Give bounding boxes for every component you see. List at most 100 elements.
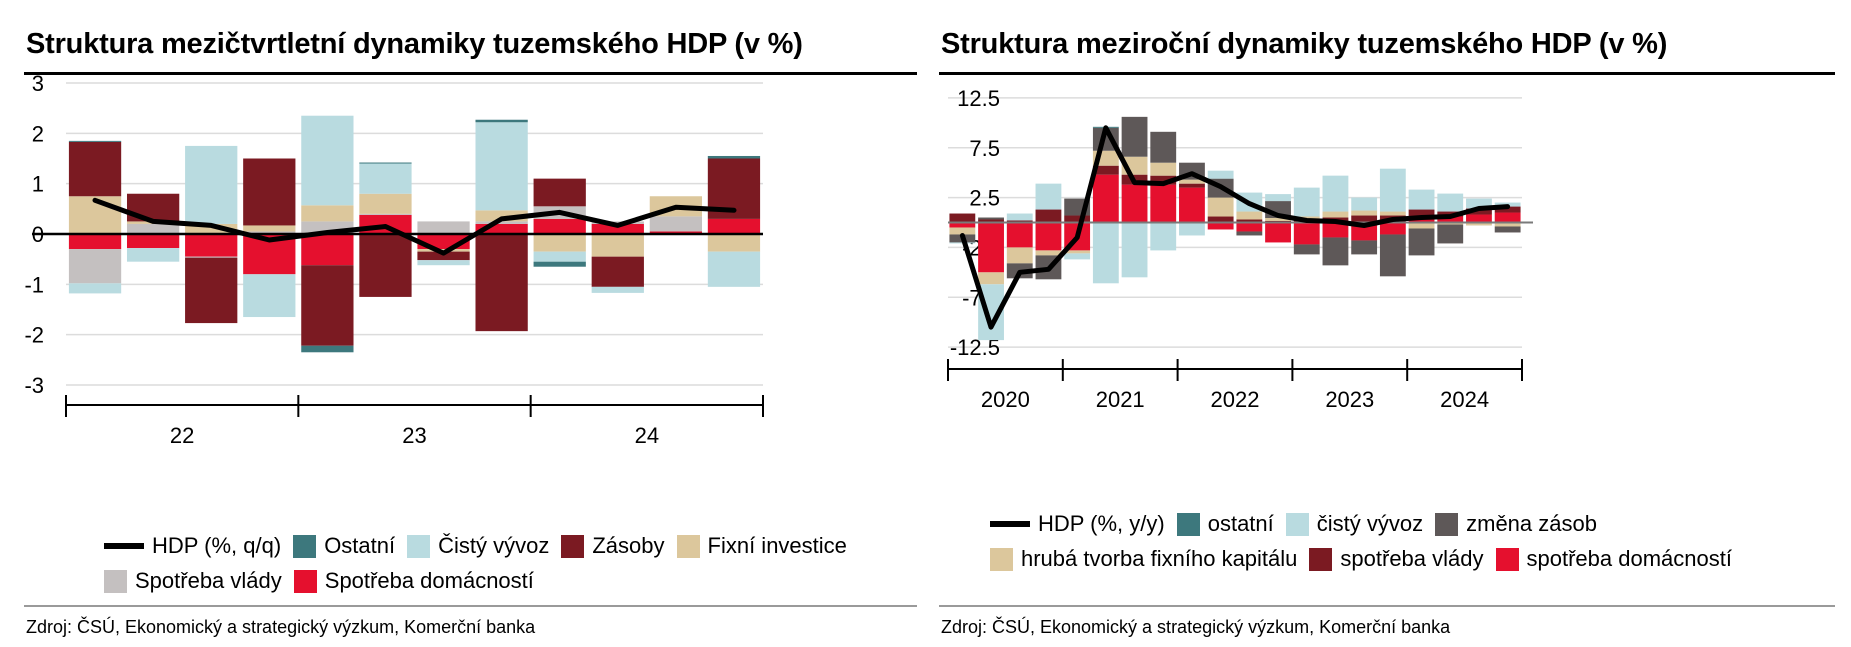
legend-item-hdp: HDP (%, q/q): [104, 533, 281, 559]
legend-label: spotřeba vlády: [1340, 546, 1484, 571]
yearly-gdp-chart: -12.5-7.5-2.52.57.512.520202021202220232…: [947, 86, 1533, 412]
quarterly-gdp-chart: -3-2-10123222324: [24, 71, 764, 448]
bar-segment-fixni: [1408, 222, 1435, 229]
bar-segment-vlady: [1179, 183, 1205, 188]
bar-segment-domacnosti: [707, 218, 761, 234]
title-rule: [24, 72, 917, 75]
bar-segment-vlady: [126, 223, 180, 234]
bar-segment-domacnosti: [1179, 187, 1205, 223]
bar-segment-zasoby: [243, 158, 296, 226]
bar-segment-vyvoz: [1006, 213, 1033, 221]
y-tick-label: 12.5: [957, 86, 1000, 111]
bar-segment-zasob: [1379, 234, 1406, 277]
y-tick-label: 2: [32, 121, 44, 146]
bar-segment-vyvoz: [1379, 168, 1406, 212]
bar-segment-fixni: [1236, 211, 1263, 220]
bar-segment-fixni: [1494, 222, 1521, 227]
bar-segment-fixni: [1351, 210, 1378, 216]
color-swatch: [407, 534, 431, 558]
legend-label: hrubá tvorba fixního kapitálu: [1021, 546, 1298, 571]
bar-segment-domacnosti: [1121, 184, 1148, 223]
bar-segment-fixni: [1265, 218, 1291, 222]
bar-segment-vlady: [1092, 165, 1119, 175]
chart-title: Struktura meziroční dynamiky tuzemského …: [941, 28, 1668, 60]
x-tick-label: 2020: [981, 387, 1030, 412]
bar-segment-domacnosti: [1150, 184, 1177, 223]
legend-label: Fixní investice: [707, 533, 847, 558]
bar-segment-zasob: [1293, 244, 1320, 255]
bar-segment-vlady: [978, 219, 1004, 223]
bar-segment-vlady: [475, 221, 528, 224]
bar-segment-fixni: [1179, 179, 1205, 184]
bar-segment-domacnosti: [1265, 222, 1291, 243]
bar-segment-domacnosti: [591, 223, 644, 234]
y-tick-label: 2.5: [969, 186, 1000, 211]
color-swatch: [1309, 547, 1333, 571]
y-tick-label: 3: [32, 71, 44, 96]
legend-label: Čistý vývoz: [438, 533, 550, 558]
bar-segment-zasob: [1408, 228, 1435, 256]
bar-segment-domacnosti: [1035, 222, 1062, 251]
bar-segment-vyvoz: [1322, 175, 1349, 212]
bar-segment-domacnosti: [533, 218, 586, 234]
bar-segment-domacnosti: [978, 222, 1004, 273]
legend-item-zasoby: Zásoby: [561, 533, 665, 559]
x-tick-label: 24: [635, 423, 659, 448]
source-note: Zdroj: ČSÚ, Ekonomický a strategický výz…: [26, 617, 536, 637]
bar-segment-domacnosti: [1006, 222, 1033, 248]
bar-segment-vlady: [1207, 216, 1234, 223]
line-swatch: [990, 521, 1030, 527]
legend-item-zasob: změna zásob: [1435, 511, 1597, 537]
bar-segment-vlady: [591, 221, 644, 224]
bar-segment-fixni: [1379, 211, 1406, 216]
bar-segment-vlady: [1064, 215, 1091, 223]
bar-segment-vlady: [1408, 209, 1435, 217]
x-tick-label: 2021: [1096, 387, 1145, 412]
legend-label: ostatní: [1207, 511, 1274, 536]
bar-segment-vlady: [1466, 208, 1492, 215]
bar-segment-vyvoz: [359, 163, 412, 194]
bar-segment-fixni: [1207, 197, 1234, 217]
color-swatch: [1435, 512, 1459, 536]
bar-segment-domacnosti: [475, 223, 528, 234]
bar-segment-zasob: [1322, 237, 1349, 266]
y-tick-label: -1: [24, 272, 44, 297]
bar-segment-vlady: [1494, 206, 1521, 213]
x-tick-label: 22: [170, 423, 194, 448]
bar-segment-vyvoz: [1035, 183, 1062, 210]
bar-segment-vyvoz: [1265, 194, 1291, 202]
bar-segment-vyvoz: [591, 286, 644, 293]
bar-segment-domacnosti: [1092, 174, 1119, 223]
title-rule: [939, 72, 1835, 75]
legend-label: HDP (%, q/q): [152, 533, 282, 558]
bar-segment-vyvoz: [417, 260, 470, 266]
bar-segment-domacnosti: [68, 234, 122, 250]
bar-segment-fixni: [1035, 250, 1062, 256]
bar-segment-ostatni: [707, 155, 761, 159]
bar-segment-zasob: [1236, 231, 1263, 236]
color-swatch: [1176, 512, 1200, 536]
bar-segment-zasoby: [68, 141, 122, 197]
x-tick-label: 2024: [1440, 387, 1489, 412]
legend-item-ostatni: Ostatní: [293, 533, 395, 559]
y-tick-label: 1: [32, 172, 44, 197]
y-tick-label: -3: [24, 373, 44, 398]
bar-segment-domacnosti: [1494, 212, 1521, 223]
bar-segment-vyvoz: [1092, 222, 1119, 284]
source-rule: [24, 605, 917, 607]
bar-segment-fixni: [1064, 250, 1091, 254]
legend-item-domacnosti: Spotřeba domácností: [293, 568, 534, 594]
legend-label: HDP (%, y/y): [1038, 511, 1165, 536]
bar-segment-domacnosti: [649, 231, 703, 234]
bar-segment-zasob: [978, 217, 1004, 220]
bar-segment-domacnosti: [185, 234, 238, 257]
bar-segment-ostatni: [359, 162, 412, 164]
bar-segment-domacnosti: [1322, 222, 1349, 238]
color-swatch: [990, 547, 1013, 571]
bar-segment-fixni: [707, 234, 761, 252]
bar-segment-vlady: [1351, 215, 1378, 223]
legend-label: Spotřeba domácností: [324, 568, 534, 593]
bar-segment-fixni: [1466, 222, 1492, 226]
bar-segment-domacnosti: [1236, 222, 1263, 232]
bar-segment-zasob: [1351, 240, 1378, 255]
